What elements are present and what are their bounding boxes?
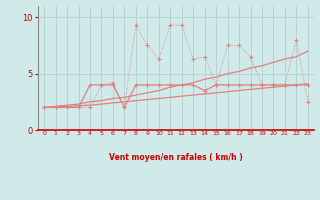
X-axis label: Vent moyen/en rafales ( km/h ): Vent moyen/en rafales ( km/h ) — [109, 153, 243, 162]
